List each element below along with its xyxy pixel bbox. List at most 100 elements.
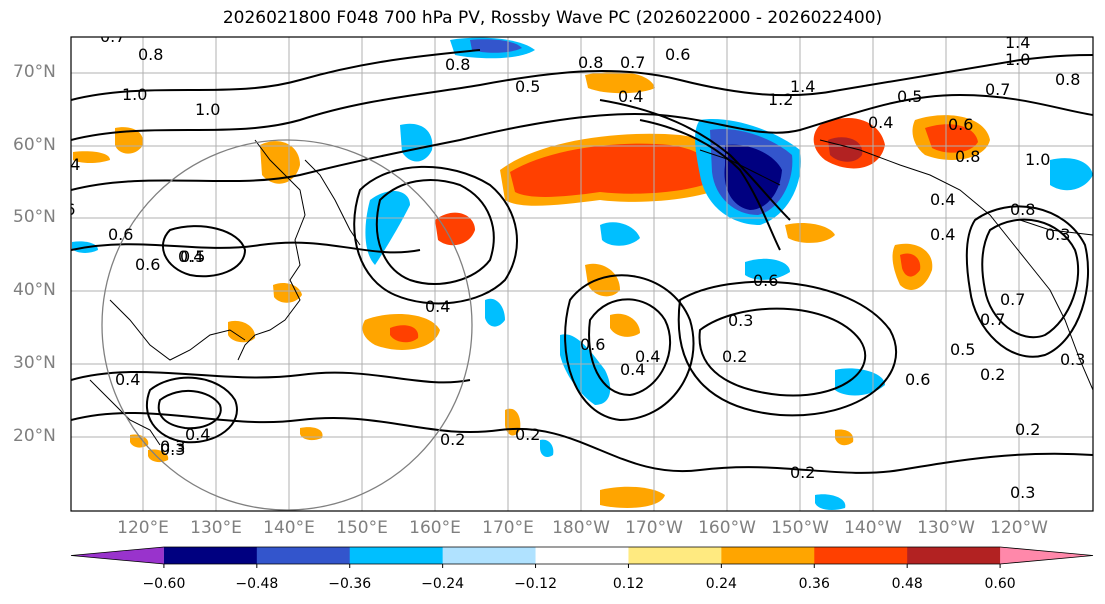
contour-label: 0.4: [930, 190, 955, 209]
colorbar-segment: [349, 547, 444, 564]
contour-label: 0.4: [115, 370, 140, 389]
lon-label-170w: 170°W: [625, 518, 683, 538]
contour-label: 0.2: [515, 425, 540, 444]
lat-label-40n: 40°N: [13, 280, 56, 300]
contour-label: 0.8: [138, 45, 163, 64]
contour-label: 0.4: [178, 247, 203, 266]
colorbar-tick-label: 0.12: [612, 576, 645, 592]
lon-label-180w: 180°W: [552, 518, 610, 538]
colorbar-tick-label: −0.24: [421, 576, 465, 592]
contour-label: 0.6: [948, 115, 973, 134]
lat-label-30n: 30°N: [13, 353, 56, 373]
contour-label: 0.2: [440, 430, 465, 449]
colorbar-segment: [907, 547, 1001, 564]
contour-labels: 0.70.81.01.00.80.50.8 0.7 0.60.4 1.21.41.41…: [50, 27, 1085, 502]
contour-label: 0.4: [185, 425, 210, 444]
contour-label: 0.6: [753, 271, 778, 290]
contour-label: 1.4: [1005, 33, 1030, 52]
contour-label: 0.6: [135, 255, 160, 274]
lat-label-60n: 60°N: [13, 135, 56, 155]
anomaly-fills: [72, 37, 1093, 511]
contour-label: 0.4: [425, 297, 450, 316]
contour-label: 0.8: [445, 55, 470, 74]
contour-label: 0.7: [980, 310, 1005, 329]
contour-label: 0.2: [722, 347, 747, 366]
contour-label: 0.2: [980, 365, 1005, 384]
contour-label: 1.0: [195, 100, 220, 119]
colorbar-tick-label: 0.48: [891, 576, 923, 592]
contour-label: 0.8: [1010, 200, 1035, 219]
contour-label: 0.4: [55, 155, 80, 174]
contour-label: 0.7: [985, 80, 1010, 99]
graticule: [71, 37, 1093, 511]
colorbar-segment: [163, 547, 258, 564]
plot-frame: [70, 36, 1094, 512]
colorbar-tick-label: −0.48: [235, 576, 279, 592]
pv-contours: [71, 49, 1093, 474]
lon-label-160w: 160°W: [698, 518, 756, 538]
contour-label: 1.0: [1005, 50, 1030, 69]
contour-label: 0.4: [618, 87, 643, 106]
contour-label: 0.4: [868, 113, 893, 132]
contour-label: 0.6: [905, 370, 930, 389]
map-title: 2026021800 F048 700 hPa PV, Rossby Wave …: [222, 8, 883, 28]
contour-label: 0.3: [160, 440, 185, 459]
lat-label-70n: 70°N: [13, 62, 56, 82]
contour-label: 0.3: [728, 311, 753, 330]
contour-label: 0.4: [930, 225, 955, 244]
lat-label-20n: 20°N: [13, 426, 56, 446]
contour-label: 0.6: [50, 200, 75, 219]
contour-label: 0.5: [950, 340, 975, 359]
colorbar-segment: [442, 547, 537, 564]
lon-label-120w: 120°W: [990, 518, 1048, 538]
rossby-domain-circle: [101, 139, 473, 511]
colorbar-extend-min: [71, 547, 164, 564]
contour-label: 0.6: [665, 45, 690, 64]
contour-label: 1.4: [790, 77, 815, 96]
contour-label: 0.3: [1045, 225, 1070, 244]
lon-label-160e: 160°E: [409, 518, 461, 538]
colorbar-segment: [256, 547, 351, 564]
contour-label: 0.3: [160, 437, 185, 456]
lon-label-130w: 130°W: [917, 518, 975, 538]
contour-label: 1.2: [768, 90, 793, 109]
contour-label: 0.2: [1015, 420, 1040, 439]
contour-label: 0.7: [620, 53, 645, 72]
contour-label: 0.4: [635, 347, 660, 366]
colorbar-segment: [814, 547, 908, 564]
lon-label-130e: 130°E: [190, 518, 242, 538]
contour-label: 0.4: [620, 360, 645, 379]
colorbar-segment: [628, 547, 722, 564]
lat-label-50n: 50°N: [13, 207, 56, 227]
contour-label: 0.6: [108, 225, 133, 244]
colorbar-tick-label: 0.24: [705, 576, 737, 592]
contour-label: 0.3: [1060, 350, 1085, 369]
contour-label: 0.6: [580, 335, 605, 354]
colorbar-tick-label: 0.60: [984, 576, 1016, 592]
contour-label: 0.7: [1000, 290, 1025, 309]
colorbar-tick-label: −0.60: [142, 576, 186, 592]
colorbar-tick-label: 0.36: [798, 576, 830, 592]
contour-label: 0.2: [790, 463, 815, 482]
colorbar-segment: [535, 547, 629, 564]
colorbar: [70, 546, 1094, 568]
lon-label-150w: 150°W: [771, 518, 829, 538]
contour-label: 0.7: [100, 27, 125, 46]
lon-label-140w: 140°W: [844, 518, 902, 538]
contour-label: 0.8: [1055, 70, 1080, 89]
lon-label-120e: 120°E: [117, 518, 169, 538]
contour-label: 0.5: [515, 77, 540, 96]
colorbar-segment: [721, 547, 815, 564]
contour-label: 0.5: [180, 247, 205, 266]
lon-label-170e: 170°E: [482, 518, 534, 538]
colorbar-extend-max: [1000, 547, 1093, 564]
colorbar-tick-label: −0.12: [514, 576, 557, 592]
contour-label: 0.5: [897, 87, 922, 106]
coastlines: [89, 139, 1093, 446]
contour-label: 1.0: [122, 85, 147, 104]
contour-label: 0.8: [578, 53, 603, 72]
contour-label: 0.3: [1010, 483, 1035, 502]
lon-label-140e: 140°E: [263, 518, 315, 538]
colorbar-tick-label: −0.36: [328, 576, 372, 592]
